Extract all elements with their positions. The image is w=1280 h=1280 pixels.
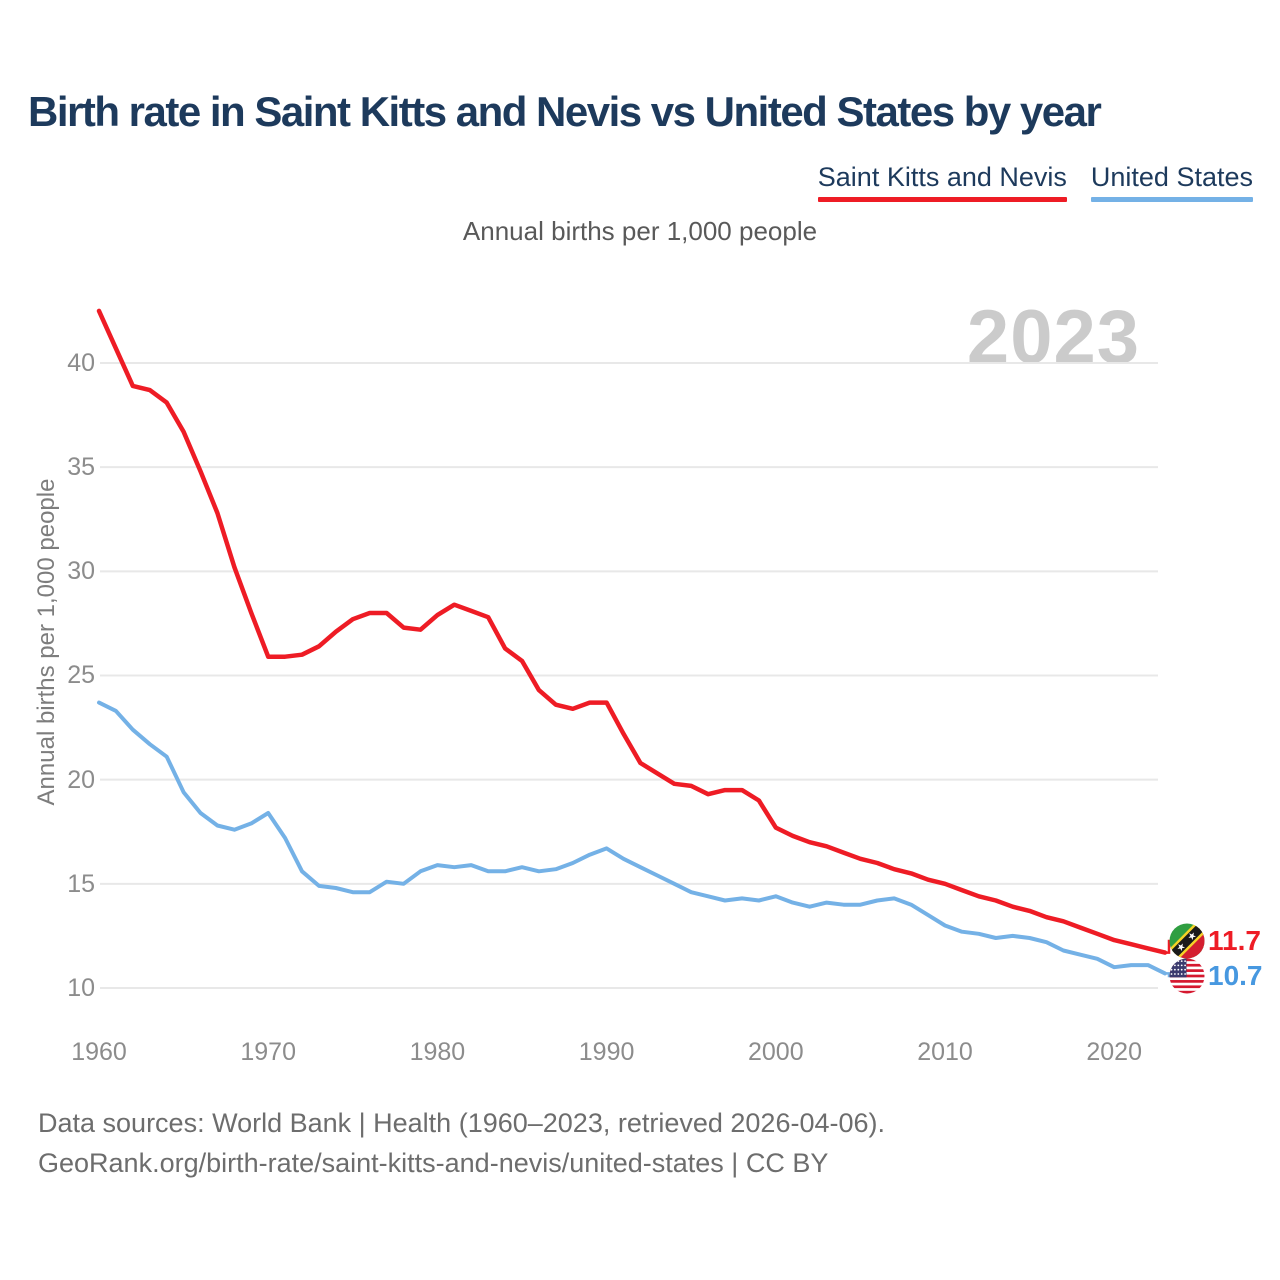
- legend-item-saint-kitts-and-nevis[interactable]: Saint Kitts and Nevis: [817, 162, 1067, 202]
- attribution-link-text: GeoRank.org/birth-rate/saint-kitts-and-n…: [38, 1148, 829, 1178]
- y-tick-label: 40: [67, 349, 95, 377]
- data-source-text: Data sources: World Bank | Health (1960–…: [38, 1108, 885, 1138]
- y-tick-label: 15: [67, 869, 95, 898]
- y-tick-label: 35: [67, 453, 95, 482]
- end-value-label-saint-kitts-and-nevis: 11.7: [1208, 925, 1261, 956]
- year-watermark: 2023: [966, 295, 1140, 380]
- x-tick-label: 2000: [747, 1038, 804, 1066]
- x-tick-label: 1980: [409, 1038, 466, 1066]
- y-tick-label: 30: [67, 557, 95, 586]
- series-line-saint-kitts-and-nevis[interactable]: [96, 308, 1168, 955]
- x-tick-label: 1970: [240, 1038, 296, 1066]
- united-states-flag-icon: [1169, 958, 1205, 994]
- legend-item-united-states[interactable]: United States: [1090, 162, 1253, 202]
- x-tick-label: 2010: [917, 1038, 973, 1066]
- end-value-label-united-states: 10.7: [1208, 960, 1263, 991]
- chart-subtitle: Annual births per 1,000 people: [462, 216, 818, 246]
- legend-color-bar-blue: [1090, 197, 1253, 202]
- x-tick-label: 2020: [1086, 1038, 1142, 1066]
- series-line-united-states[interactable]: [97, 700, 1167, 976]
- y-tick-label: 10: [67, 973, 95, 1002]
- legend-label: Saint Kitts and Nevis: [817, 162, 1067, 192]
- x-tick-label: 1990: [578, 1038, 635, 1066]
- y-tick-label: 25: [67, 661, 95, 690]
- x-tick-label: 1960: [71, 1038, 127, 1066]
- saint-kitts-and-nevis-flag-icon: ★★: [1169, 923, 1205, 959]
- legend: Saint Kitts and Nevis United States: [817, 162, 1253, 202]
- page-title: Birth rate in Saint Kitts and Nevis vs U…: [28, 88, 1102, 135]
- y-tick-label: 20: [67, 765, 95, 794]
- legend-label: United States: [1090, 162, 1253, 192]
- y-axis-title: Annual births per 1,000 people: [33, 478, 60, 806]
- legend-color-bar-red: [817, 197, 1067, 202]
